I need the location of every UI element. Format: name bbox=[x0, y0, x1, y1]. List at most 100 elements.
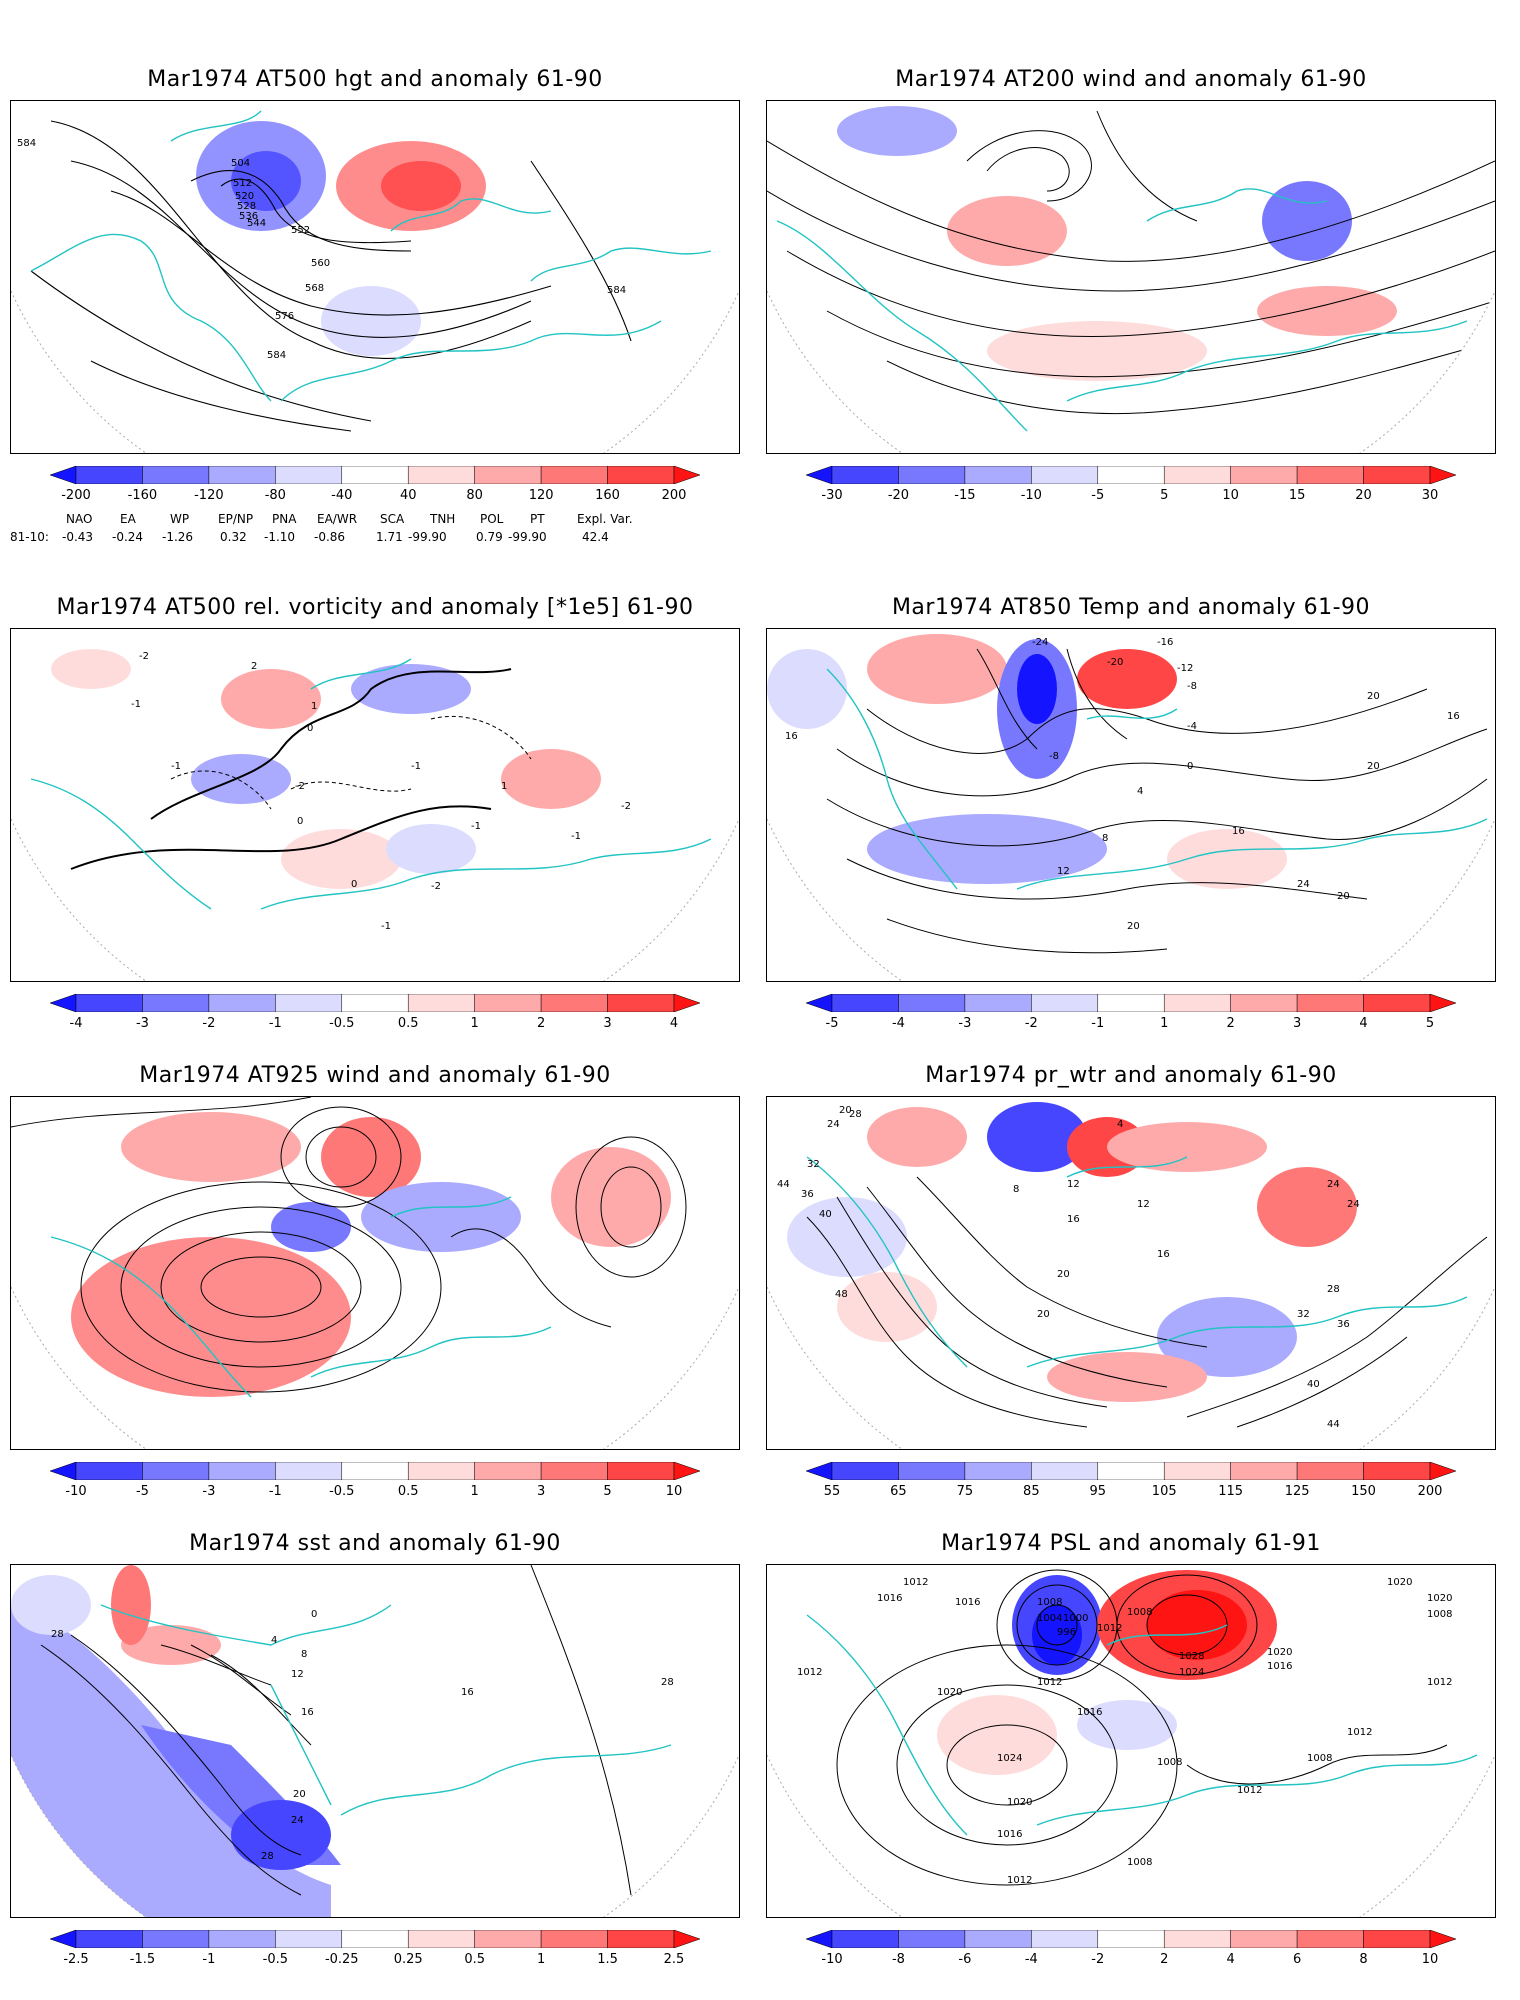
colorbar-arrow-low bbox=[50, 1930, 77, 1948]
colorbar-labels: -30 -20 -15 -10 -5 5 10 15 20 30 bbox=[806, 488, 1456, 506]
contour-label: 520 bbox=[235, 191, 254, 202]
contour-label: 1012 bbox=[1097, 1623, 1122, 1634]
contour-label: 32 bbox=[1297, 1309, 1310, 1320]
colorbar-label: -5 bbox=[825, 1016, 839, 1031]
contour-label: 584 bbox=[607, 285, 626, 296]
colorbar-swatch bbox=[1163, 1930, 1231, 1948]
colorbar-swatch bbox=[831, 1930, 899, 1948]
colorbar-swatch bbox=[341, 466, 409, 484]
colorbar-arrow-low bbox=[50, 466, 77, 484]
colorbar-swatch bbox=[407, 1462, 475, 1480]
contour-label: 584 bbox=[17, 138, 36, 149]
contour-label: -1 bbox=[131, 699, 141, 710]
contour-label: 16 bbox=[301, 1707, 314, 1718]
contour-label: 12 bbox=[1137, 1199, 1150, 1210]
contour-label: -2 bbox=[621, 801, 631, 812]
map-view: 584 504 512 520 528 536 544 552 560 568 … bbox=[10, 100, 740, 454]
contour-label: 0 bbox=[297, 816, 303, 827]
colorbar-label: -8 bbox=[891, 1952, 905, 1967]
colorbar bbox=[806, 994, 1456, 1012]
colorbar-swatch bbox=[540, 1930, 608, 1948]
colorbar-label: 1 bbox=[1160, 1016, 1169, 1031]
contour-label: 1008 bbox=[1037, 1597, 1062, 1608]
contour-label: 16 bbox=[1157, 1249, 1170, 1260]
index-header: PT bbox=[530, 512, 545, 526]
colorbar-label: 5 bbox=[1425, 1016, 1435, 1031]
contour-label: 1016 bbox=[1267, 1661, 1292, 1672]
colorbar-label: 0.5 bbox=[464, 1952, 485, 1967]
colorbar-label: -1 bbox=[1091, 1016, 1105, 1031]
contour-label: 504 bbox=[231, 158, 250, 169]
colorbar-swatch bbox=[474, 1462, 542, 1480]
panel-title: Mar1974 AT925 wind and anomaly 61-90 bbox=[139, 1063, 611, 1088]
colorbar-swatch bbox=[831, 1462, 899, 1480]
contour-label: 12 bbox=[291, 1669, 304, 1680]
colorbar-swatch bbox=[341, 994, 409, 1012]
contour-label: -24 bbox=[1032, 637, 1048, 648]
colorbar-label: -0.25 bbox=[324, 1952, 359, 1967]
panel-title: Mar1974 PSL and anomaly 61-91 bbox=[941, 1531, 1321, 1556]
index-header: EA bbox=[120, 512, 136, 526]
contour-label: -1 bbox=[171, 761, 181, 772]
contour-label: 20 bbox=[1037, 1309, 1050, 1320]
contour-label: 12 bbox=[1057, 866, 1070, 877]
contour-label: 28 bbox=[849, 1109, 862, 1120]
colorbar-label: 150 bbox=[1351, 1484, 1376, 1499]
panel-psl: Mar1974 PSL and anomaly 61-91 bbox=[766, 1524, 1496, 1974]
colorbar-label: -2 bbox=[1024, 1016, 1038, 1031]
contour-label: 20 bbox=[1367, 691, 1380, 702]
colorbar-label: 2 bbox=[1226, 1016, 1235, 1031]
colorbar-label: 1 bbox=[536, 1952, 546, 1967]
contour-label: 24 bbox=[291, 1815, 304, 1826]
index-value: 42.4 bbox=[582, 530, 609, 544]
colorbar-label: 10 bbox=[1222, 488, 1239, 503]
colorbar-swatch bbox=[341, 1462, 409, 1480]
colorbar-label: -120 bbox=[194, 488, 224, 503]
colorbar-label: 2.5 bbox=[663, 1952, 685, 1967]
colorbar-swatch bbox=[898, 994, 966, 1012]
colorbar-label: 55 bbox=[823, 1484, 841, 1499]
colorbar-swatch bbox=[1363, 466, 1431, 484]
colorbar-swatch bbox=[1363, 1462, 1431, 1480]
contour-label: 1008 bbox=[1157, 1757, 1182, 1768]
map-view bbox=[766, 100, 1496, 454]
colorbar-label: -0.5 bbox=[262, 1952, 289, 1967]
panel-pr-wtr: Mar1974 pr_wtr and anomaly 61-90 bbox=[766, 1056, 1496, 1506]
contour-label: 1012 bbox=[1347, 1727, 1372, 1738]
contour-label: 1020 bbox=[1427, 1593, 1452, 1604]
colorbar-label: -6 bbox=[958, 1952, 972, 1967]
contour-label: 28 bbox=[661, 1677, 674, 1688]
contour-label: 1008 bbox=[1127, 1857, 1152, 1868]
colorbar-swatch bbox=[75, 466, 143, 484]
contour-label: 996 bbox=[1057, 1627, 1076, 1638]
colorbar-label: -80 bbox=[264, 488, 286, 503]
colorbar-label: 85 bbox=[1023, 1484, 1040, 1499]
colorbar-label: -10 bbox=[65, 1484, 87, 1499]
colorbar-label: -10 bbox=[821, 1952, 843, 1967]
colorbar-label: -40 bbox=[331, 488, 353, 503]
map-svg: -2 2 -1 1 0 -1 -2 0 -1 -2 1 -1 0 -1 -2 -… bbox=[11, 649, 739, 981]
contour-label: 568 bbox=[305, 283, 324, 294]
contour-label: 48 bbox=[835, 1289, 848, 1300]
colorbar-swatch bbox=[75, 1462, 143, 1480]
colorbar-label: -4 bbox=[1024, 1952, 1038, 1967]
colorbar-arrow-low bbox=[806, 1930, 833, 1948]
contour-label: 44 bbox=[777, 1179, 790, 1190]
contour-label: 1020 bbox=[1387, 1577, 1412, 1588]
index-header: NAO bbox=[66, 512, 93, 526]
colorbar-arrow-high bbox=[1429, 1930, 1456, 1948]
colorbar-labels: -10 -8 -6 -4 -2 2 4 6 8 10 bbox=[806, 1952, 1456, 1970]
colorbar-svg bbox=[50, 994, 700, 1012]
colorbar bbox=[806, 466, 1456, 484]
colorbar-swatch bbox=[474, 994, 542, 1012]
colorbar-label: 3 bbox=[1292, 1016, 1302, 1031]
colorbar-label: -2.5 bbox=[63, 1952, 89, 1967]
contour-label: 576 bbox=[275, 311, 294, 322]
colorbar-label: 15 bbox=[1288, 488, 1306, 503]
colorbar-swatch bbox=[1296, 994, 1364, 1012]
colorbar-label: 6 bbox=[1292, 1952, 1302, 1967]
contour-label: 36 bbox=[1337, 1319, 1350, 1330]
colorbar-swatch bbox=[1230, 466, 1298, 484]
map-svg bbox=[11, 1097, 739, 1449]
colorbar-swatch bbox=[1031, 994, 1099, 1012]
